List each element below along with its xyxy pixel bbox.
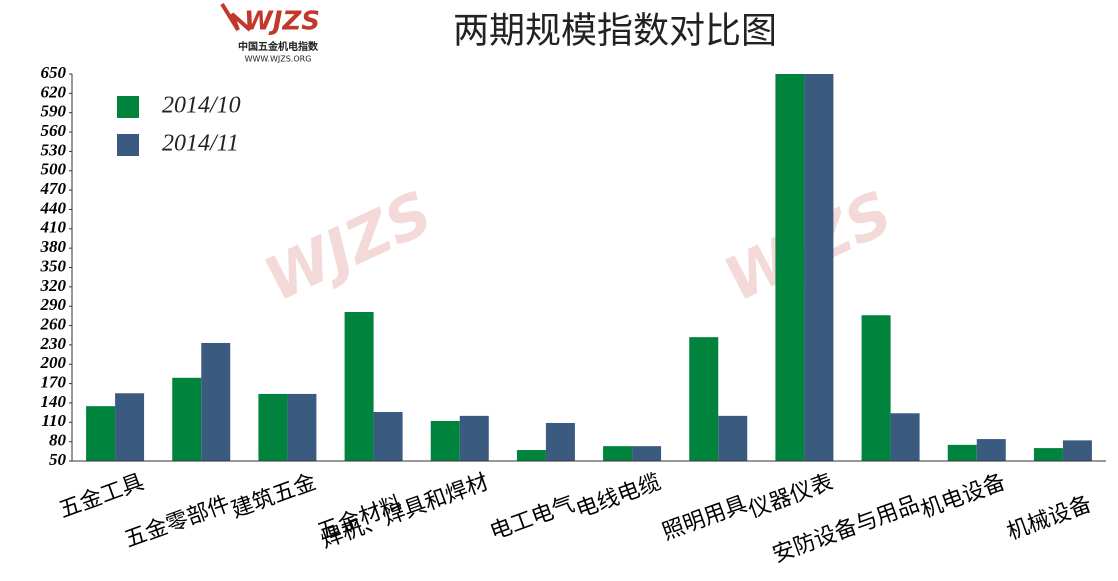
logo-name: 中国五金机电指数	[238, 40, 319, 53]
bar	[947, 444, 977, 461]
legend-label: 2014/10	[162, 93, 241, 119]
bar	[287, 393, 317, 461]
x-tick-label: 电工电气	[487, 492, 578, 546]
y-tick-label: 380	[40, 237, 67, 256]
bar	[718, 415, 748, 461]
bar	[344, 312, 374, 461]
y-tick-label: 260	[40, 314, 67, 333]
y-tick-label: 500	[41, 160, 67, 179]
legend-label: 2014/11	[162, 131, 239, 157]
logo-url: WWW.WJZS.ORG	[245, 55, 312, 64]
y-tick-label: 440	[40, 198, 67, 217]
y-tick-label: 110	[41, 411, 66, 430]
y-tick-label: 80	[49, 431, 67, 450]
y-tick-label: 590	[41, 102, 67, 121]
y-tick-label: 200	[40, 353, 67, 372]
chart-title: 两期规模指数对比图	[453, 10, 777, 50]
bar	[689, 337, 719, 461]
watermark-mark: WJZS	[254, 178, 442, 315]
y-tick-label: 290	[40, 295, 67, 314]
legend-swatch	[117, 96, 139, 118]
x-tick-label: 建筑五金	[228, 470, 319, 524]
x-tick-label: 照明用具	[659, 492, 750, 546]
y-tick-label: 320	[40, 276, 67, 295]
bar	[258, 393, 288, 461]
x-tick-label: 电线电缆	[573, 470, 664, 524]
y-tick-label: 140	[41, 392, 67, 411]
bar	[459, 415, 489, 461]
bar	[976, 439, 1006, 461]
bar	[603, 446, 633, 461]
y-tick-label: 350	[40, 256, 67, 275]
bar	[545, 422, 575, 461]
y-tick-label: 650	[41, 63, 67, 82]
bar	[373, 411, 403, 461]
bar	[775, 74, 805, 461]
bar	[430, 421, 460, 461]
bar	[804, 74, 834, 461]
bar	[1062, 440, 1092, 461]
x-tick-label: 五金工具	[56, 470, 147, 524]
legend-swatch	[117, 134, 139, 156]
x-tick-label: 机械设备	[1004, 492, 1095, 546]
y-tick-label: 50	[49, 450, 67, 469]
y-tick-label: 560	[41, 121, 67, 140]
y-tick-label: 410	[40, 218, 67, 237]
logo: WJZS 中国五金机电指数 WWW.WJZS.ORG	[220, 2, 320, 64]
logo-arrow	[220, 2, 252, 32]
y-tick-label: 470	[40, 179, 67, 198]
bar	[861, 315, 891, 461]
bar	[172, 377, 202, 461]
x-tick-label: 机电设备	[918, 470, 1009, 524]
bar	[890, 413, 920, 461]
y-tick-label: 530	[41, 140, 67, 159]
bar	[201, 342, 231, 461]
bar	[1033, 448, 1063, 461]
bar	[115, 393, 145, 461]
y-tick-label: 170	[41, 373, 67, 392]
logo-mark: WJZS	[244, 7, 320, 37]
x-tick-label: 仪器仪表	[745, 470, 836, 524]
x-tick-label: 五金零部件	[121, 492, 233, 553]
bar	[632, 446, 662, 461]
y-tick-label: 620	[41, 82, 67, 101]
y-tick-label: 230	[40, 334, 67, 353]
bar	[86, 406, 116, 461]
bar	[516, 450, 546, 461]
